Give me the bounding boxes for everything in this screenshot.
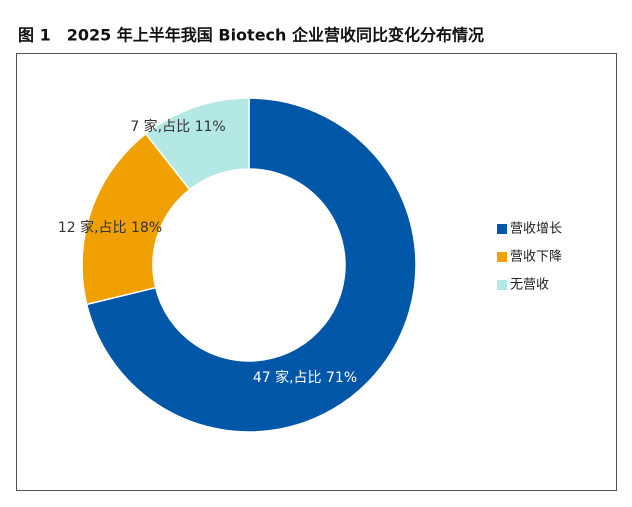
legend-swatch	[497, 252, 507, 262]
legend-label: 无营收	[510, 278, 549, 293]
donut-slice	[144, 97, 250, 191]
data-label: 7 家,占比 11%	[130, 118, 225, 135]
donut-slice	[85, 97, 417, 433]
legend-label: 营收增长	[510, 222, 562, 237]
chart-frame	[16, 53, 617, 491]
data-label: 12 家,占比 18%	[58, 219, 162, 236]
legend-label: 营收下降	[510, 250, 562, 265]
data-label: 47 家,占比 71%	[253, 369, 357, 386]
legend-swatch	[497, 280, 507, 290]
chart-title: 图 1 2025 年上半年我国 Biotech 企业营收同比变化分布情况	[18, 26, 484, 45]
legend-swatch	[497, 224, 507, 234]
